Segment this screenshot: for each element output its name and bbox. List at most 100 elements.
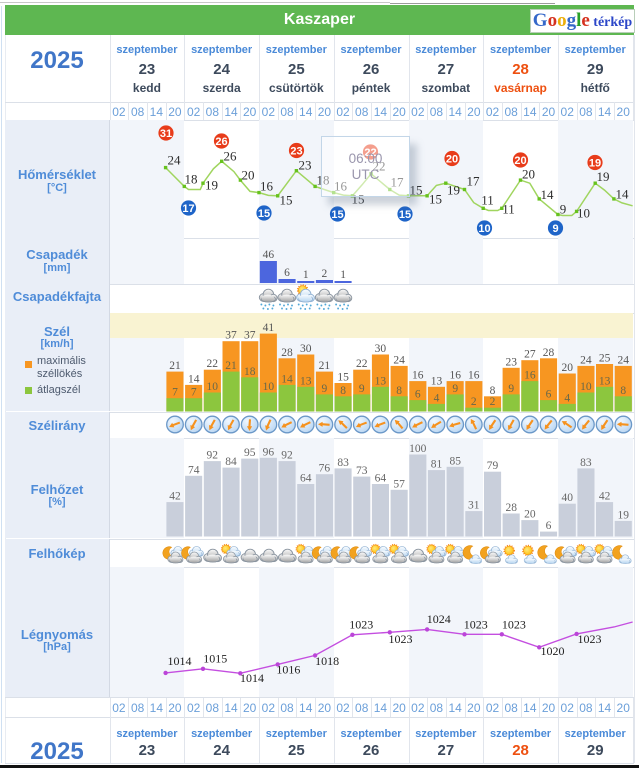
svg-text:31: 31 [160,128,172,140]
svg-text:76: 76 [319,463,331,475]
svg-text:19: 19 [205,178,218,193]
svg-text:9: 9 [452,383,458,395]
svg-text:1: 1 [303,269,309,281]
svg-text:1016: 1016 [276,663,300,677]
svg-text:30: 30 [375,343,387,355]
svg-text:1015: 1015 [203,652,227,666]
svg-text:73: 73 [356,465,368,477]
svg-text:9: 9 [560,202,567,217]
svg-text:24: 24 [393,354,405,366]
svg-text:11: 11 [502,202,515,217]
svg-text:1020: 1020 [541,644,565,658]
svg-text:18: 18 [185,172,198,187]
svg-text:26: 26 [224,149,238,164]
svg-text:10: 10 [207,381,219,393]
svg-text:1: 1 [340,269,346,281]
svg-text:13: 13 [431,375,443,387]
svg-text:96: 96 [263,446,275,458]
svg-text:37: 37 [225,330,237,342]
svg-text:37: 37 [244,330,256,342]
svg-text:22: 22 [207,358,219,370]
svg-text:7: 7 [172,387,178,399]
svg-text:41: 41 [263,322,275,334]
svg-text:18: 18 [244,366,256,378]
svg-text:28: 28 [505,502,517,514]
svg-text:8: 8 [396,385,402,397]
svg-text:22: 22 [356,358,368,370]
svg-text:9: 9 [552,223,558,235]
svg-text:21: 21 [319,360,331,372]
svg-text:20: 20 [446,154,458,166]
svg-text:2: 2 [471,396,477,408]
svg-text:17: 17 [467,174,481,189]
svg-text:2: 2 [322,268,328,280]
svg-text:10: 10 [478,223,490,235]
svg-text:16: 16 [412,370,424,382]
svg-text:4: 4 [564,392,570,404]
svg-text:92: 92 [207,450,219,462]
svg-text:28: 28 [543,347,555,359]
svg-text:24: 24 [168,153,182,168]
svg-text:25: 25 [599,353,611,365]
svg-text:6: 6 [546,389,552,401]
svg-text:1014: 1014 [168,654,192,668]
svg-text:19: 19 [597,169,610,184]
svg-text:8: 8 [340,385,346,397]
svg-text:21: 21 [169,360,181,372]
svg-text:6: 6 [546,520,552,532]
svg-text:15: 15 [429,192,442,207]
svg-text:14: 14 [541,187,555,202]
svg-text:83: 83 [580,457,592,469]
svg-text:84: 84 [225,456,237,468]
svg-text:42: 42 [169,491,181,503]
svg-text:20: 20 [514,155,526,167]
svg-text:13: 13 [300,375,312,387]
svg-text:1014: 1014 [240,671,264,685]
svg-text:24: 24 [580,354,592,366]
svg-text:21: 21 [225,360,237,372]
svg-text:13: 13 [375,375,387,387]
svg-text:64: 64 [375,473,387,485]
svg-text:16: 16 [524,370,536,382]
svg-text:1023: 1023 [349,618,373,632]
svg-text:17: 17 [182,203,194,215]
svg-text:100: 100 [409,443,427,455]
svg-text:10: 10 [577,206,590,221]
svg-text:14: 14 [281,373,293,385]
svg-text:2: 2 [490,396,496,408]
svg-text:83: 83 [337,457,349,469]
svg-text:16: 16 [449,370,461,382]
svg-text:30: 30 [300,343,312,355]
svg-text:74: 74 [188,464,200,476]
svg-text:1023: 1023 [502,618,526,632]
svg-text:9: 9 [322,383,328,395]
svg-text:79: 79 [487,460,499,472]
svg-text:57: 57 [393,478,405,490]
svg-text:28: 28 [281,347,293,359]
svg-text:14: 14 [188,373,200,385]
svg-text:8: 8 [490,385,496,397]
svg-text:81: 81 [431,459,443,471]
svg-text:10: 10 [580,381,592,393]
svg-text:7: 7 [191,387,197,399]
svg-text:10: 10 [263,381,275,393]
svg-text:16: 16 [260,179,274,194]
svg-text:23: 23 [290,146,302,158]
svg-text:31: 31 [468,500,480,512]
svg-text:11: 11 [481,193,494,208]
svg-text:20: 20 [242,168,255,183]
svg-text:13: 13 [599,375,611,387]
svg-text:20: 20 [522,167,535,182]
svg-text:40: 40 [561,492,573,504]
svg-text:4: 4 [434,392,440,404]
svg-text:9: 9 [359,383,365,395]
svg-text:20: 20 [524,509,536,521]
svg-text:8: 8 [620,385,626,397]
svg-text:24: 24 [618,354,630,366]
svg-text:19: 19 [618,509,630,521]
svg-text:23: 23 [505,356,517,368]
svg-text:1023: 1023 [464,618,488,632]
svg-text:23: 23 [299,158,312,173]
svg-text:1023: 1023 [389,632,413,646]
svg-text:15: 15 [399,209,411,221]
